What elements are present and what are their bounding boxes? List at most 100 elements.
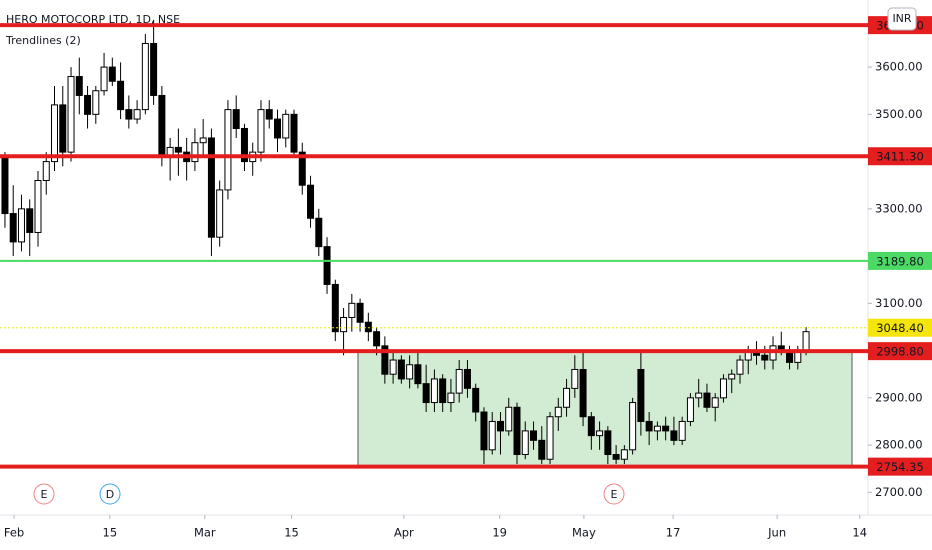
candle-body bbox=[191, 142, 199, 163]
price-label-box bbox=[868, 457, 932, 476]
event-marker bbox=[603, 483, 625, 505]
candle-body bbox=[117, 80, 125, 111]
event-label: E bbox=[611, 488, 618, 501]
x-tick-label: 14 bbox=[852, 526, 867, 540]
candle-body bbox=[422, 383, 430, 404]
candle-body bbox=[596, 430, 604, 437]
candle-body bbox=[257, 109, 265, 153]
candle-body bbox=[480, 411, 488, 451]
candle-body bbox=[604, 430, 612, 456]
candle-body bbox=[686, 397, 694, 422]
currency-label: INR bbox=[892, 12, 911, 25]
candle-body bbox=[273, 118, 281, 139]
candle-body bbox=[736, 359, 744, 375]
candle-body bbox=[216, 189, 224, 238]
event-marker bbox=[99, 483, 121, 505]
candle-body bbox=[670, 430, 678, 441]
price-label: 3189.80 bbox=[876, 254, 924, 268]
candle-body bbox=[100, 66, 108, 92]
candle-body bbox=[232, 109, 240, 130]
candle-body bbox=[298, 151, 306, 186]
y-tick-label: 2900.00 bbox=[875, 390, 923, 404]
candle-body bbox=[42, 161, 50, 181]
candle-body bbox=[9, 213, 17, 243]
candle-body bbox=[108, 66, 116, 82]
indicator-label: Trendlines (2) bbox=[5, 34, 81, 47]
candle-body bbox=[620, 449, 628, 460]
candle-body bbox=[538, 439, 546, 460]
candle-body bbox=[125, 109, 133, 120]
candle-body bbox=[430, 378, 438, 404]
candle-body bbox=[563, 387, 571, 408]
candle-body bbox=[133, 109, 141, 120]
candle-body bbox=[84, 94, 92, 115]
x-tick-label: Feb bbox=[4, 526, 24, 540]
candle-body bbox=[571, 368, 579, 389]
candle-body bbox=[406, 364, 414, 380]
candle-body bbox=[397, 359, 405, 380]
event-marker bbox=[33, 483, 55, 505]
candle-body bbox=[150, 42, 158, 96]
candle-body bbox=[447, 392, 455, 404]
candle-body bbox=[637, 368, 645, 422]
candle-body bbox=[323, 246, 331, 285]
candle-body bbox=[17, 208, 25, 243]
candle-body bbox=[587, 416, 595, 437]
candle-body bbox=[158, 94, 166, 158]
candle-body bbox=[662, 425, 670, 432]
candle-body bbox=[802, 331, 810, 352]
price-label: 3411.30 bbox=[876, 150, 924, 164]
candle-body bbox=[331, 283, 339, 333]
candle-body bbox=[678, 420, 686, 441]
candle-body bbox=[496, 420, 504, 432]
candle-body bbox=[141, 42, 149, 111]
candle-body bbox=[307, 184, 315, 219]
chart-title: HERO MOTOCORP LTD, 1D, NSE bbox=[6, 13, 180, 26]
candle-body bbox=[282, 113, 290, 139]
candle-body bbox=[199, 137, 207, 144]
candle-body bbox=[513, 406, 521, 456]
candle-body bbox=[224, 109, 232, 191]
candle-body bbox=[653, 425, 661, 432]
candle-body bbox=[356, 302, 364, 323]
candle-body bbox=[695, 392, 703, 399]
x-tick-label: 19 bbox=[492, 526, 507, 540]
candle-body bbox=[728, 373, 736, 380]
candle-body bbox=[455, 368, 463, 394]
candle-body bbox=[505, 406, 513, 432]
price-label-box bbox=[868, 147, 932, 166]
y-tick-label: 3300.00 bbox=[875, 201, 923, 215]
price-label: 3048.40 bbox=[876, 321, 924, 335]
candle-body bbox=[373, 331, 381, 347]
candle-body bbox=[364, 321, 372, 333]
candle-body bbox=[26, 208, 34, 233]
candle-body bbox=[554, 406, 562, 418]
candle-body bbox=[645, 420, 653, 432]
candle-body bbox=[290, 113, 298, 153]
candle-body bbox=[59, 104, 67, 153]
candle-body bbox=[381, 345, 389, 375]
candle-body bbox=[265, 109, 273, 120]
price-label-box bbox=[868, 342, 932, 361]
candle-body bbox=[629, 402, 637, 451]
x-tick-label: Jun bbox=[767, 526, 786, 540]
x-tick-label: Mar bbox=[194, 526, 216, 540]
candle-body bbox=[34, 179, 42, 233]
currency-badge[interactable] bbox=[887, 7, 917, 31]
candle-body bbox=[703, 392, 711, 408]
price-label: 2754.35 bbox=[876, 460, 924, 474]
y-tick-label: 2700.00 bbox=[875, 485, 923, 499]
candle-body bbox=[761, 354, 769, 361]
candle-body bbox=[521, 430, 529, 456]
candle-body bbox=[546, 416, 554, 460]
x-tick-label: Apr bbox=[394, 526, 414, 540]
candle-body bbox=[174, 146, 182, 153]
y-tick-label: 3100.00 bbox=[875, 296, 923, 310]
candle-body bbox=[612, 454, 620, 460]
candle-body bbox=[1, 156, 9, 215]
event-label: E bbox=[41, 488, 48, 501]
price-label-box bbox=[868, 251, 932, 270]
y-tick-label: 3500.00 bbox=[875, 107, 923, 121]
candle-body bbox=[579, 368, 587, 418]
